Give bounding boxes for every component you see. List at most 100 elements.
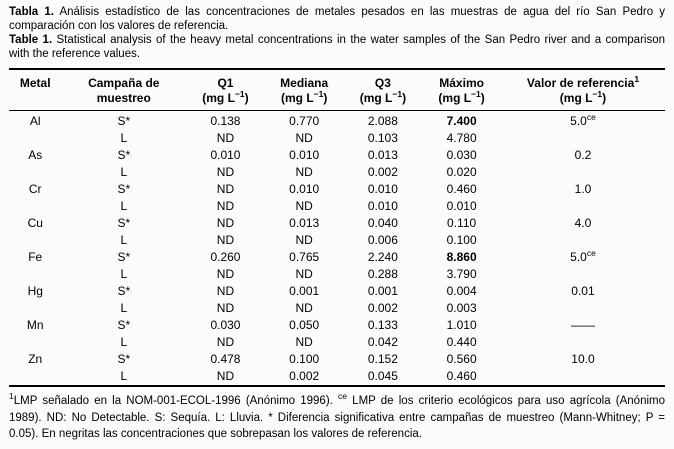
column-header-q3: Q3 (mg L−1): [359, 76, 407, 105]
metal-cell: [9, 300, 61, 317]
metal-cell: [9, 198, 61, 215]
campaign-cell: L: [120, 369, 128, 383]
max-cell: 7.400: [446, 114, 477, 128]
q1-cell: ND: [216, 131, 235, 145]
q1-cell: ND: [216, 267, 235, 281]
q3-cell: 0.045: [367, 369, 398, 383]
median-cell: 0.010: [289, 182, 320, 196]
metal-cell: Mn: [26, 318, 44, 332]
campaign-cell: S*: [117, 182, 131, 196]
metal-cell: Fe: [28, 250, 43, 264]
q1-cell: ND: [216, 369, 235, 383]
table-row: Cu S* ND 0.013 0.040 0.110 4.0: [9, 215, 665, 232]
ref-cell: ——: [570, 318, 595, 332]
median-cell: 0.770: [289, 114, 320, 128]
q1-cell: 0.478: [210, 352, 241, 366]
median-cell: 0.100: [289, 352, 320, 366]
caption-spanish-text: Análisis estadístico de las concentracio…: [9, 6, 666, 32]
ref-cell: 0.2: [574, 148, 592, 162]
footnote-sup-1: 1: [9, 391, 14, 402]
ref-cell: 1.0: [574, 182, 592, 196]
q3-cell: 0.010: [367, 199, 398, 213]
q1-cell: 0.260: [210, 250, 241, 264]
table-row: Zn S* 0.478 0.100 0.152 0.560 10.0: [9, 351, 665, 368]
caption-spanish: Tabla 1. Análisis estadístico de las con…: [9, 5, 665, 33]
median-cell: ND: [295, 301, 313, 315]
metal-cell: [9, 368, 61, 386]
ref-cell: 5.0ce: [570, 248, 596, 264]
column-header-metal: Metal: [19, 76, 51, 90]
table-row: L ND ND 0.006 0.100: [9, 232, 665, 249]
footnote: 1LMP señalado en la NOM-001-ECOL-1996 (A…: [9, 391, 665, 443]
footnote-sup-ce: ce: [338, 391, 347, 402]
table-row: As S* 0.010 0.010 0.013 0.030 0.2: [9, 147, 665, 164]
q3-cell: 0.040: [367, 216, 398, 230]
q3-cell: 2.088: [367, 114, 398, 128]
max-cell: 8.860: [446, 250, 477, 264]
caption-spanish-label: Tabla 1.: [9, 6, 54, 18]
metal-cell: [9, 266, 61, 283]
metal-cell: Hg: [27, 284, 43, 298]
metal-cell: Cu: [27, 216, 43, 230]
median-cell: ND: [295, 165, 313, 179]
column-header-q1: Q1 (mg L−1): [202, 76, 249, 105]
table-row: Al S* 0.138 0.770 2.088 7.400 5.0ce: [9, 111, 665, 131]
q3-cell: 0.010: [367, 182, 398, 196]
campaign-cell: L: [120, 199, 128, 213]
max-cell: 0.440: [446, 335, 477, 349]
table-row: L ND ND 0.288 3.790: [9, 266, 665, 283]
table-row: Hg S* ND 0.001 0.001 0.004 0.01: [9, 283, 665, 300]
table-row: L ND 0.002 0.045 0.460: [9, 368, 665, 386]
max-cell: 0.460: [446, 369, 477, 383]
median-cell: 0.001: [289, 284, 320, 298]
campaign-cell: S*: [117, 250, 131, 264]
max-cell: 0.010: [446, 199, 477, 213]
column-header-ref: Valor de referencia1 (mg L−1): [526, 74, 640, 105]
table-row: L ND ND 0.042 0.440: [9, 334, 665, 351]
q1-cell: ND: [216, 199, 235, 213]
metal-cell: [9, 164, 61, 181]
q1-cell: 0.138: [210, 114, 241, 128]
q3-cell: 2.240: [367, 250, 398, 264]
max-cell: 3.790: [446, 267, 477, 281]
max-cell: 0.003: [446, 301, 477, 315]
metal-cell: [9, 232, 61, 249]
campaign-cell: S*: [117, 318, 131, 332]
median-cell: 0.013: [289, 216, 320, 230]
table-row: Cr S* ND 0.010 0.010 0.460 1.0: [9, 181, 665, 198]
campaign-cell: L: [120, 233, 128, 247]
q3-cell: 0.152: [367, 352, 398, 366]
table-row: L ND ND 0.010 0.010: [9, 198, 665, 215]
median-cell: ND: [295, 233, 313, 247]
max-cell: 0.460: [446, 182, 477, 196]
q1-cell: ND: [216, 301, 235, 315]
max-cell: 0.030: [446, 148, 477, 162]
metal-cell: Cr: [28, 182, 42, 196]
max-cell: 0.020: [446, 165, 477, 179]
ref-cell: [501, 266, 665, 283]
q3-cell: 0.042: [367, 335, 398, 349]
metal-cell: [9, 334, 61, 351]
table-row: L ND ND 0.103 4.780: [9, 130, 665, 147]
q1-cell: ND: [216, 233, 235, 247]
q3-cell: 0.001: [367, 284, 398, 298]
max-cell: 4.780: [446, 131, 477, 145]
table-body: Al S* 0.138 0.770 2.088 7.400 5.0ce L ND ND 0.103 4…: [9, 111, 665, 387]
ref-cell: [501, 300, 665, 317]
campaign-cell: L: [120, 301, 128, 315]
median-cell: ND: [295, 131, 313, 145]
campaign-cell: L: [120, 267, 128, 281]
column-header-max: Máximo (mg L−1): [438, 76, 485, 105]
q1-cell: ND: [216, 284, 235, 298]
metal-cell: As: [28, 148, 43, 162]
campaign-cell: L: [120, 131, 128, 145]
metal-cell: Zn: [28, 352, 43, 366]
max-cell: 0.100: [446, 233, 477, 247]
max-cell: 0.110: [447, 216, 477, 230]
table-header: Metal Campaña de muestreo Q1 (mg L−1) Median…: [9, 69, 665, 111]
q3-cell: 0.002: [367, 165, 398, 179]
q1-cell: ND: [216, 165, 235, 179]
q1-cell: ND: [216, 216, 235, 230]
median-cell: 0.010: [289, 148, 320, 162]
median-cell: 0.002: [289, 369, 320, 383]
